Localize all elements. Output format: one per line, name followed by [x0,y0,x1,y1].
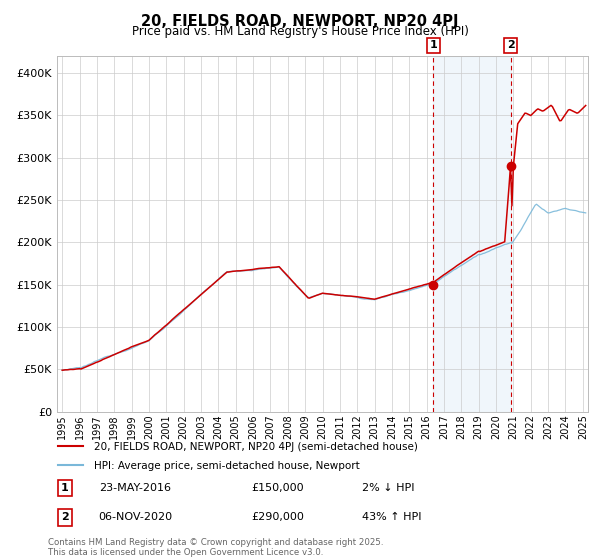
Text: 43% ↑ HPI: 43% ↑ HPI [362,512,422,522]
Text: 2: 2 [507,40,514,50]
Text: Contains HM Land Registry data © Crown copyright and database right 2025.
This d: Contains HM Land Registry data © Crown c… [48,538,383,557]
Text: 2: 2 [61,512,68,522]
Text: 20, FIELDS ROAD, NEWPORT, NP20 4PJ (semi-detached house): 20, FIELDS ROAD, NEWPORT, NP20 4PJ (semi… [94,441,418,451]
Text: 20, FIELDS ROAD, NEWPORT, NP20 4PJ: 20, FIELDS ROAD, NEWPORT, NP20 4PJ [141,14,459,29]
Text: 23-MAY-2016: 23-MAY-2016 [98,483,170,493]
Text: £290,000: £290,000 [251,512,304,522]
Text: £150,000: £150,000 [251,483,304,493]
Text: 2% ↓ HPI: 2% ↓ HPI [362,483,415,493]
Text: HPI: Average price, semi-detached house, Newport: HPI: Average price, semi-detached house,… [94,460,359,470]
Text: Price paid vs. HM Land Registry's House Price Index (HPI): Price paid vs. HM Land Registry's House … [131,25,469,38]
Bar [433,56,511,412]
Text: 1: 1 [430,40,437,50]
Text: 1: 1 [61,483,68,493]
Text: 06-NOV-2020: 06-NOV-2020 [98,512,173,522]
